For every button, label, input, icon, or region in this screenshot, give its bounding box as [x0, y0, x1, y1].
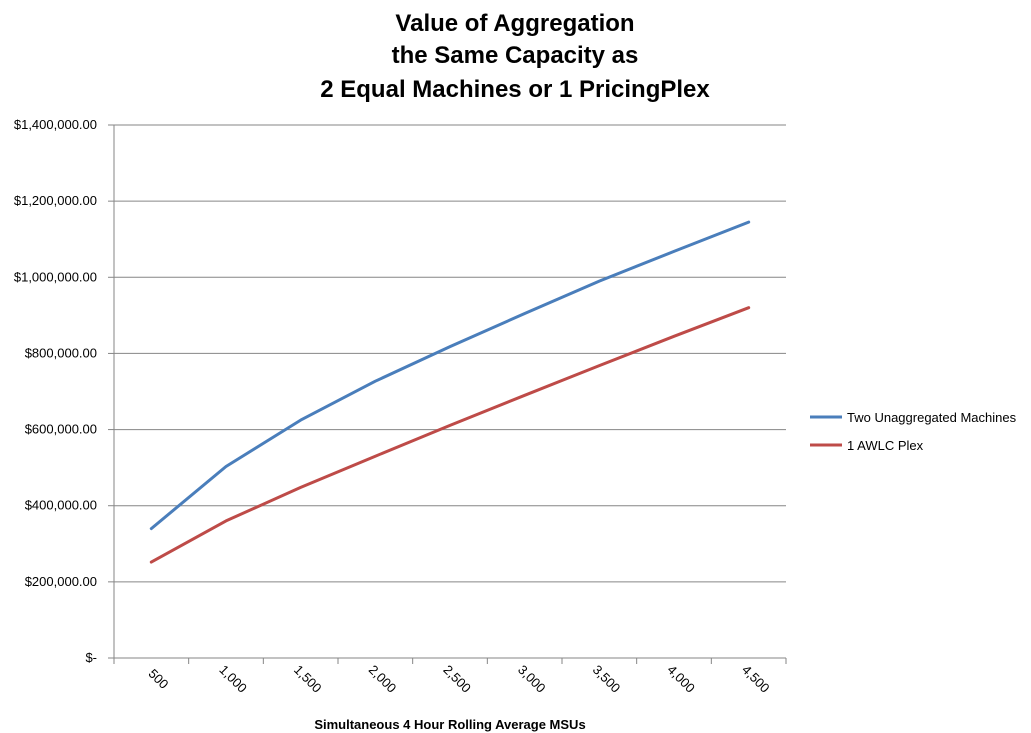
- data-point: [673, 335, 676, 338]
- y-tick-label: $600,000.00: [25, 422, 97, 437]
- data-point: [225, 465, 228, 468]
- data-point: [449, 424, 452, 427]
- chart-title-line-2: the Same Capacity as: [392, 42, 639, 69]
- x-tick-label: 3,500: [590, 662, 624, 696]
- series-line-1: [149, 220, 751, 531]
- y-tick-label: $-: [85, 650, 97, 665]
- legend: Two Unaggregated Machines 1 AWLC Plex: [810, 410, 1017, 453]
- y-tick-label: $1,000,000.00: [14, 269, 97, 284]
- data-point: [449, 345, 452, 348]
- legend-label: 1 AWLC Plex: [847, 438, 924, 453]
- data-point: [747, 221, 750, 224]
- x-tick-label: 1,000: [216, 662, 250, 696]
- data-point: [747, 306, 750, 309]
- data-point: [374, 455, 377, 458]
- y-tick-label: $200,000.00: [25, 574, 97, 589]
- data-point: [374, 380, 377, 383]
- data-point: [523, 394, 526, 397]
- x-axis-tick-labels: 500 1,000 1,500 2,000 2,500 3,000 3,500 4,000 4,…: [146, 662, 773, 696]
- data-point: [150, 527, 153, 530]
- gridlines: [108, 124, 786, 659]
- data-point: [523, 312, 526, 315]
- data-point: [598, 280, 601, 283]
- data-point: [299, 486, 302, 489]
- chart-title-line-1: Value of Aggregation: [395, 10, 634, 37]
- legend-label: Two Unaggregated Machines: [847, 410, 1017, 425]
- chart-title: Value of Aggregation the Same Capacity a…: [320, 10, 710, 103]
- data-point: [299, 419, 302, 422]
- series-line-2: [149, 306, 751, 564]
- y-tick-label: $1,400,000.00: [14, 117, 97, 132]
- x-tick-label: 500: [146, 666, 172, 692]
- axes: [113, 125, 787, 664]
- chart-title-line-3: 2 Equal Machines or 1 PricingPlex: [320, 76, 710, 103]
- series-lines: [149, 220, 751, 564]
- x-tick-label: 1,500: [291, 662, 325, 696]
- x-tick-label: 4,000: [664, 662, 698, 696]
- data-point: [225, 519, 228, 522]
- x-tick-label: 3,000: [515, 662, 549, 696]
- x-tick-label: 4,500: [739, 662, 773, 696]
- y-tick-label: $1,200,000.00: [14, 193, 97, 208]
- y-tick-label: $800,000.00: [25, 345, 97, 360]
- x-tick-label: 2,500: [440, 662, 474, 696]
- x-tick-label: 2,000: [366, 662, 400, 696]
- x-axis-label: Simultaneous 4 Hour Rolling Average MSUs: [314, 717, 585, 732]
- data-point: [598, 364, 601, 367]
- data-point: [673, 250, 676, 253]
- data-point: [150, 561, 153, 564]
- y-tick-label: $400,000.00: [25, 498, 97, 513]
- y-axis-tick-labels: $- $200,000.00 $400,000.00 $600,000.00 $800,…: [14, 117, 97, 665]
